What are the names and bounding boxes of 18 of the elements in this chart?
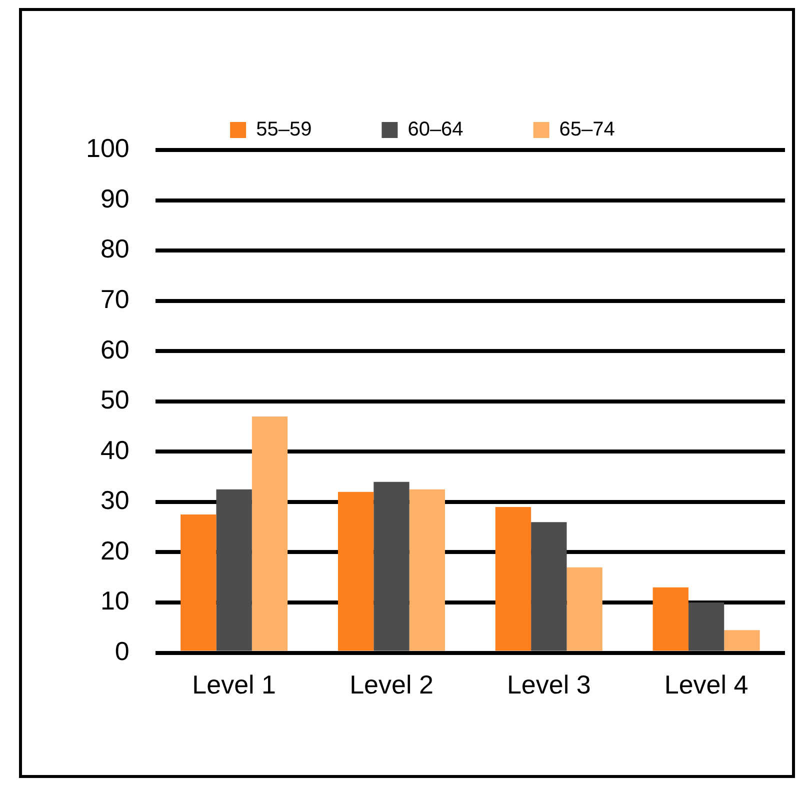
legend-label: 65–74 xyxy=(559,118,615,141)
y-tick-label: 30 xyxy=(100,485,130,516)
legend-label: 55–59 xyxy=(256,118,312,141)
y-tick-label: 70 xyxy=(100,284,130,314)
legend-label: 60–64 xyxy=(408,118,464,141)
x-tick-label: Level 2 xyxy=(350,670,434,700)
x-tick-label: Level 3 xyxy=(506,670,591,700)
y-tick-label: 0 xyxy=(114,636,130,666)
y-tick-label: 80 xyxy=(100,234,130,264)
y-tick-label: 90 xyxy=(100,183,130,214)
y-tick-label: 10 xyxy=(100,586,130,616)
y-tick-label: 60 xyxy=(100,334,130,364)
x-tick-label: Level 1 xyxy=(192,670,276,700)
x-tick-label: Level 4 xyxy=(664,670,748,700)
y-tick-label: 100 xyxy=(86,133,130,164)
y-tick-label: 20 xyxy=(100,535,130,566)
y-tick-label: 50 xyxy=(100,384,130,415)
y-tick-label: 40 xyxy=(100,434,130,465)
